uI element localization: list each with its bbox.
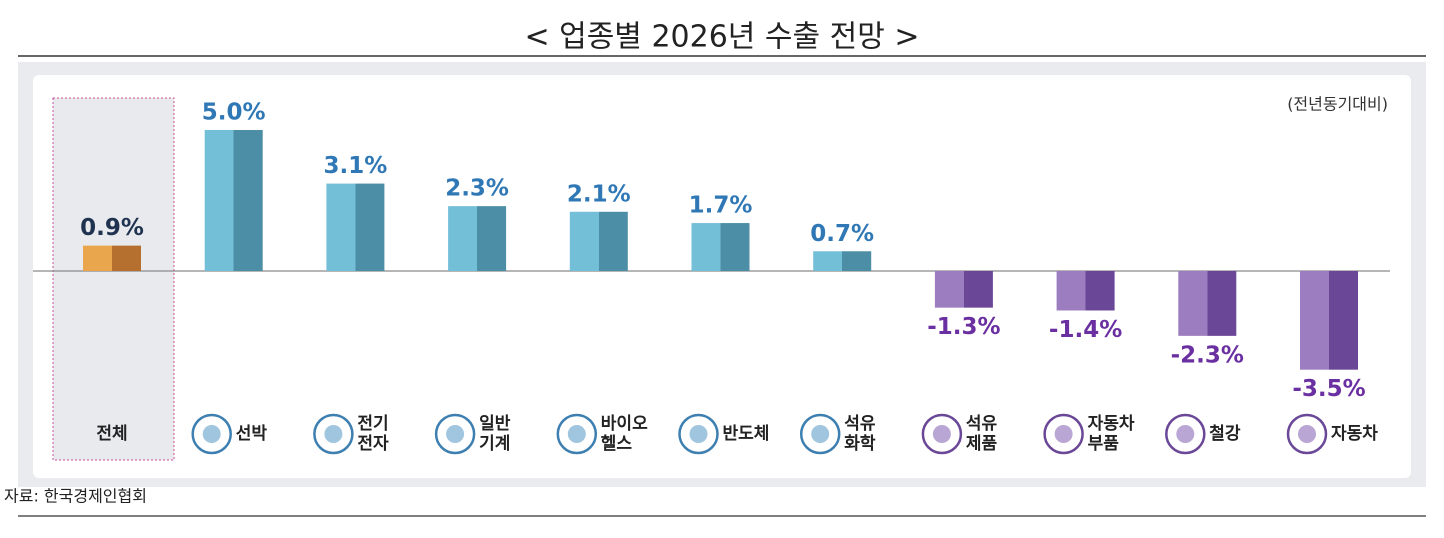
value-label: 2.1% [567, 181, 631, 207]
icon-inner [1298, 425, 1316, 443]
subtitle: (전년동기대비) [1287, 95, 1388, 114]
icon-inner [811, 425, 830, 443]
x-tick-label: 자동차 [1088, 414, 1135, 434]
value-label: 2.3% [445, 176, 509, 202]
bar [813, 251, 872, 271]
icon-inner [689, 425, 708, 443]
x-tick-label: 일반 [479, 414, 511, 434]
bar [83, 245, 141, 271]
bar [1178, 271, 1237, 336]
bar [448, 206, 507, 271]
x-tick-label: 헬스 [601, 434, 633, 454]
icon-inner [446, 425, 465, 443]
chart-title: < 업종별 2026년 수출 전망 > [524, 20, 919, 55]
x-tick-label: 바이오 [601, 414, 648, 434]
source: 자료: 한국경제인협회 [4, 487, 147, 506]
value-label: -1.4% [1049, 317, 1122, 343]
value-label: 1.7% [689, 193, 753, 219]
x-tick-label: 전자 [357, 434, 389, 454]
bar [934, 271, 993, 308]
x-tick-label: 반도체 [723, 424, 770, 444]
x-tick-label: 전체 [96, 424, 127, 444]
icon-inner [1054, 425, 1073, 443]
icon-inner [567, 425, 586, 443]
x-tick-label: 제품 [966, 434, 998, 454]
icon-inner [1176, 425, 1195, 443]
bar [1056, 271, 1115, 311]
bar [326, 183, 385, 271]
value-label: 0.7% [810, 221, 874, 247]
x-tick-label: 선박 [236, 424, 268, 444]
bar [1300, 271, 1358, 370]
value-label: -2.3% [1171, 342, 1244, 368]
value-label: 0.9% [80, 215, 144, 241]
bar [569, 211, 628, 271]
plot-area [33, 75, 1411, 478]
x-tick-label: 기계 [479, 434, 510, 454]
icon-inner [932, 425, 951, 443]
x-tick-label: 석유 [966, 414, 998, 434]
icon-inner [324, 425, 343, 443]
x-tick-label: 자동차 [1331, 424, 1378, 444]
x-tick-label: 전기 [357, 414, 388, 434]
value-label: 3.1% [324, 153, 388, 179]
value-label: 5.0% [202, 100, 266, 126]
value-label: -3.5% [1292, 376, 1365, 402]
x-tick-label: 철강 [1209, 424, 1241, 444]
total-box [52, 97, 175, 461]
x-tick-label: 부품 [1088, 434, 1120, 454]
icon-inner [202, 425, 221, 443]
x-tick-label: 석유 [844, 414, 876, 434]
value-label: -1.3% [927, 314, 1000, 340]
bar [691, 223, 750, 271]
x-tick-label: 화학 [844, 434, 876, 454]
bar [204, 130, 263, 271]
